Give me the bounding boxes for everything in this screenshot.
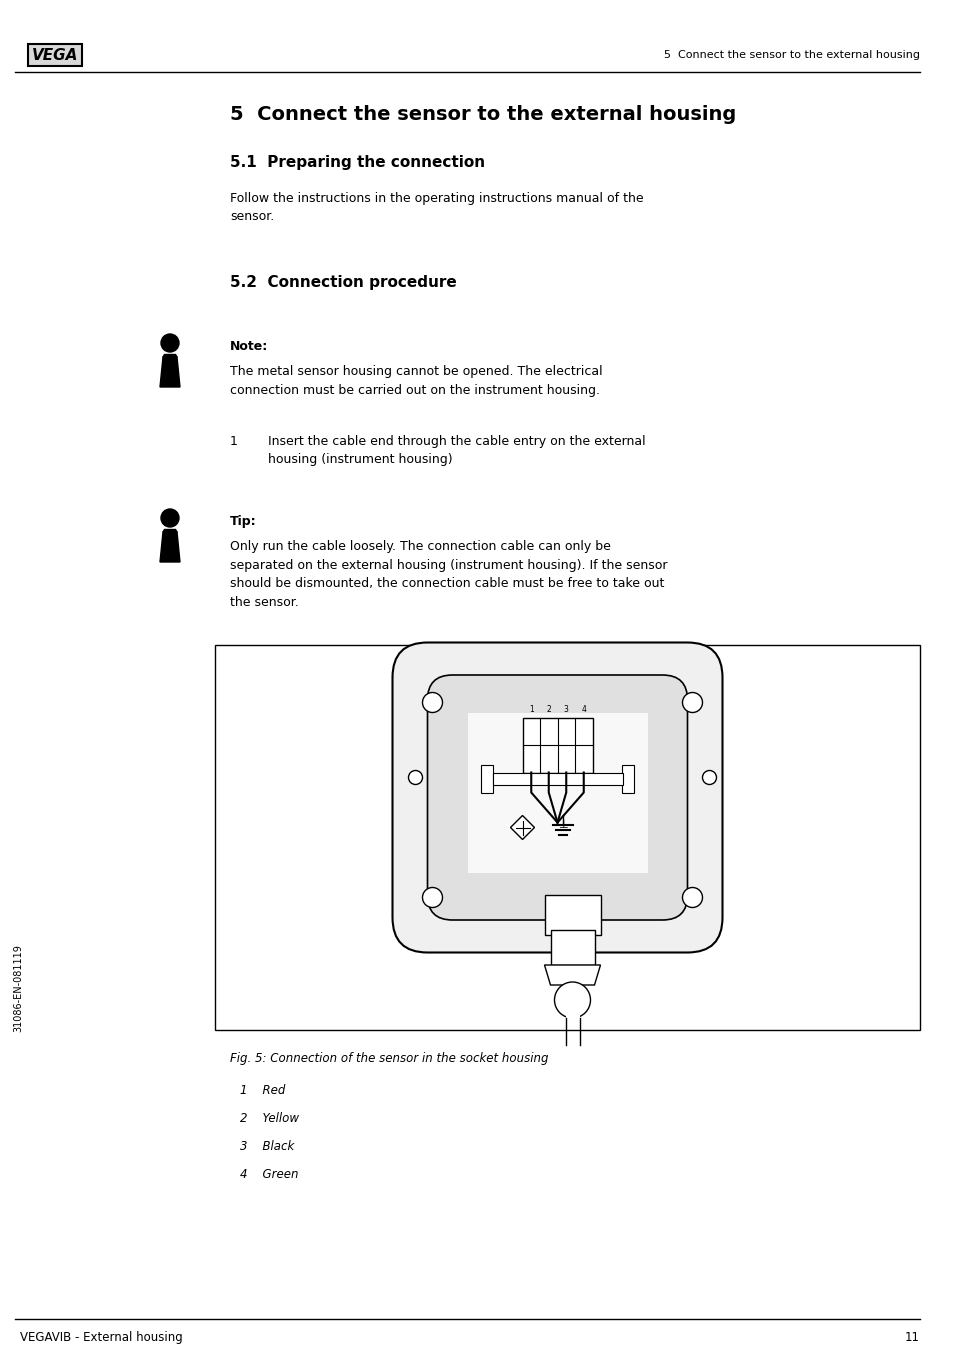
Circle shape	[422, 692, 442, 712]
Text: 11: 11	[904, 1331, 919, 1345]
Circle shape	[161, 334, 179, 352]
Bar	[522, 718, 592, 773]
Text: 3: 3	[563, 704, 568, 714]
Polygon shape	[510, 815, 534, 839]
Text: Insert the cable end through the cable entry on the external
housing (instrument: Insert the cable end through the cable e…	[268, 435, 645, 467]
Text: Only run the cable loosely. The connection cable can only be
separated on the ex: Only run the cable loosely. The connecti…	[230, 540, 667, 608]
Text: VEGAVIB - External housing: VEGAVIB - External housing	[20, 1331, 183, 1345]
FancyBboxPatch shape	[392, 643, 721, 952]
Text: 4: 4	[580, 704, 585, 714]
Text: Note:: Note:	[230, 340, 268, 353]
Circle shape	[701, 770, 716, 784]
Bar	[480, 765, 492, 792]
Text: The metal sensor housing cannot be opened. The electrical
connection must be car: The metal sensor housing cannot be opene…	[230, 366, 602, 397]
Text: 2: 2	[546, 704, 551, 714]
Text: 3    Black: 3 Black	[240, 1140, 294, 1154]
Circle shape	[422, 887, 442, 907]
Bar	[550, 930, 594, 965]
Text: 1    Red: 1 Red	[240, 1085, 285, 1097]
Polygon shape	[163, 355, 177, 357]
Text: Tip:: Tip:	[230, 515, 256, 528]
Text: 1: 1	[528, 704, 533, 714]
Bar	[467, 712, 647, 872]
Circle shape	[161, 509, 179, 527]
Text: VEGA: VEGA	[31, 47, 78, 62]
Bar	[492, 773, 622, 784]
FancyBboxPatch shape	[427, 676, 687, 919]
Polygon shape	[544, 965, 599, 984]
Text: 31086-EN-081119: 31086-EN-081119	[13, 945, 23, 1032]
Polygon shape	[160, 357, 180, 387]
Text: 5  Connect the sensor to the external housing: 5 Connect the sensor to the external hou…	[663, 50, 919, 60]
Bar	[565, 1013, 578, 1024]
FancyBboxPatch shape	[214, 645, 919, 1030]
Circle shape	[554, 982, 590, 1018]
Polygon shape	[160, 532, 180, 562]
Text: 5.2  Connection procedure: 5.2 Connection procedure	[230, 275, 456, 290]
Text: 2    Yellow: 2 Yellow	[240, 1112, 298, 1125]
Text: Follow the instructions in the operating instructions manual of the
sensor.: Follow the instructions in the operating…	[230, 192, 643, 223]
Text: 5  Connect the sensor to the external housing: 5 Connect the sensor to the external hou…	[230, 106, 736, 125]
Text: 5.1  Preparing the connection: 5.1 Preparing the connection	[230, 154, 485, 171]
Text: ⊥: ⊥	[558, 819, 567, 830]
Text: 4    Green: 4 Green	[240, 1169, 298, 1181]
Polygon shape	[163, 529, 177, 532]
Bar	[620, 765, 633, 792]
Bar	[544, 895, 599, 936]
Text: 1: 1	[230, 435, 237, 448]
Circle shape	[681, 692, 701, 712]
Circle shape	[681, 887, 701, 907]
Text: Fig. 5: Connection of the sensor in the socket housing: Fig. 5: Connection of the sensor in the …	[230, 1052, 548, 1066]
Circle shape	[408, 770, 422, 784]
